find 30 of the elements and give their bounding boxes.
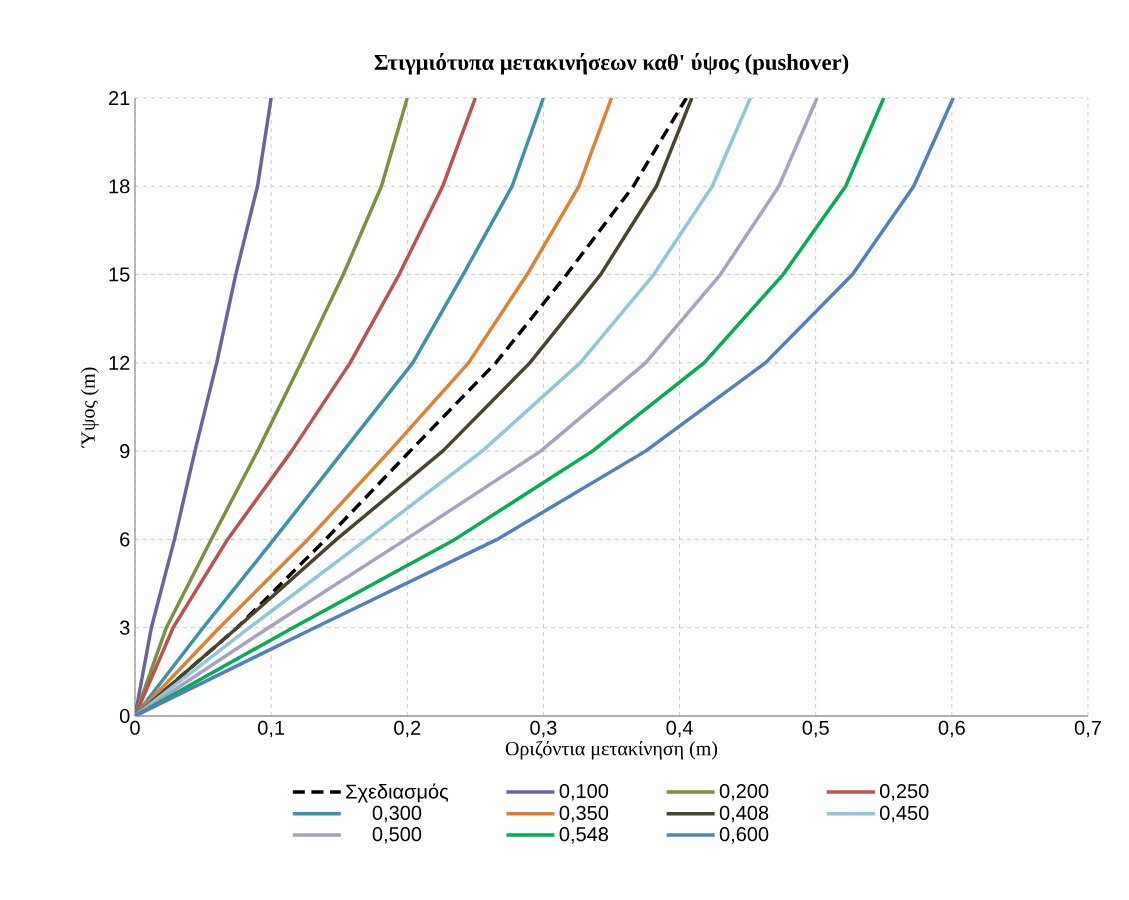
- legend-label: 0,100: [559, 783, 609, 801]
- y-tick-label: 18: [109, 179, 130, 194]
- legend-label: 0,200: [719, 783, 769, 801]
- legend-label: 0,408: [719, 805, 769, 823]
- y-tick-label: 6: [120, 532, 130, 547]
- x-tick-label: 0: [130, 720, 140, 735]
- x-tick-label: 0,3: [530, 720, 557, 738]
- y-tick-label: 12: [109, 355, 130, 370]
- x-tick-label: 0,4: [666, 720, 693, 738]
- y-tick-label: 21: [109, 91, 130, 105]
- x-tick-label: 0,5: [802, 720, 829, 738]
- x-axis-title: Οριζόντια μετακίνηση (m): [505, 741, 718, 760]
- legend-label: 0,600: [719, 827, 769, 844]
- x-tick-label: 0,2: [394, 720, 421, 738]
- legend-label: Σχεδιασμός: [346, 783, 449, 803]
- y-tick-label: 3: [119, 620, 130, 635]
- legend-label: 0,300: [372, 805, 422, 823]
- chart-title: Στιγμιότυπα μετακινήσεων καθ' ύψος (pushover): [374, 52, 849, 75]
- y-tick-label: 9: [120, 444, 130, 459]
- y-tick-label: 0: [119, 708, 130, 724]
- legend-label: 0,548: [559, 827, 609, 844]
- x-tick-label: 0,1: [258, 720, 285, 738]
- legend-label: 0,450: [879, 805, 929, 823]
- y-tick-label: 15: [109, 267, 130, 282]
- y-axis-title: Ύψος (m): [80, 367, 99, 448]
- legend-label: 0,500: [372, 827, 422, 844]
- legend-label: 0,350: [559, 805, 609, 823]
- x-tick-label: 0,7: [1074, 720, 1101, 738]
- x-tick-label: 0,6: [938, 720, 965, 738]
- legend-label: 0,250: [879, 783, 929, 801]
